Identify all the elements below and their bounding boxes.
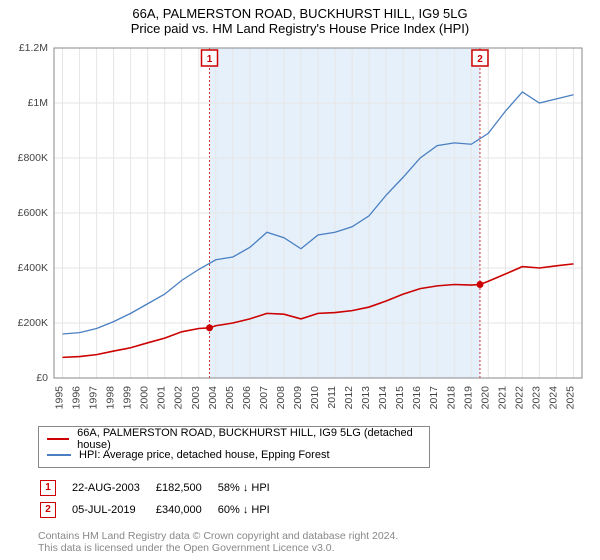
price-chart: £0 £200K £400K £600K £800K £1M £1.2M 1995 1996 19… [10,40,590,420]
svg-text:2010: 2010 [309,386,321,410]
svg-text:1995: 1995 [54,386,66,410]
attribution-line2: This data is licensed under the Open Gov… [38,542,600,554]
svg-text:2: 2 [477,54,483,65]
svg-text:2006: 2006 [241,386,253,410]
svg-text:2025: 2025 [564,386,576,410]
sale-row: 2 05-JUL-2019£340,00060% ↓ HPI [40,500,284,520]
attribution-line1: Contains HM Land Registry data © Crown c… [38,530,600,542]
legend-label: 66A, PALMERSTON ROAD, BUCKHURST HILL, IG… [77,427,421,451]
sales-table: 1 22-AUG-2003£182,50058% ↓ HPI 2 05-JUL-201… [38,476,286,522]
svg-text:£1.2M: £1.2M [19,42,48,54]
svg-text:2015: 2015 [394,386,406,410]
sale-row: 1 22-AUG-2003£182,50058% ↓ HPI [40,478,284,498]
svg-text:1996: 1996 [71,386,83,410]
sale-date: 22-AUG-2003 [72,478,154,498]
svg-text:2004: 2004 [207,386,219,410]
svg-text:1: 1 [207,54,213,65]
sale-diff: 60% ↓ HPI [218,500,284,520]
svg-text:1998: 1998 [105,386,117,410]
chart-title: 66A, PALMERSTON ROAD, BUCKHURST HILL, IG… [0,6,600,21]
svg-text:2008: 2008 [275,386,287,410]
legend-swatch [47,454,71,456]
svg-text:£200K: £200K [18,317,48,329]
legend: 66A, PALMERSTON ROAD, BUCKHURST HILL, IG… [38,426,430,468]
svg-text:2005: 2005 [224,386,236,410]
sale-price: £340,000 [156,500,216,520]
svg-text:1997: 1997 [88,386,100,410]
svg-text:£800K: £800K [18,152,48,164]
svg-text:2000: 2000 [139,386,151,410]
legend-swatch [47,438,69,440]
svg-text:2007: 2007 [258,386,270,410]
svg-text:2013: 2013 [360,386,372,410]
svg-text:2002: 2002 [173,386,185,410]
sale-diff: 58% ↓ HPI [218,478,284,498]
sale-marker: 2 [40,502,56,518]
svg-text:2003: 2003 [190,386,202,410]
svg-text:£1M: £1M [28,97,48,109]
svg-text:2020: 2020 [479,386,491,410]
svg-text:1999: 1999 [122,386,134,410]
svg-text:2012: 2012 [343,386,355,410]
sale-marker: 1 [40,480,56,496]
svg-text:2021: 2021 [496,386,508,410]
svg-text:2024: 2024 [547,386,559,410]
svg-text:2011: 2011 [326,386,338,409]
attribution: Contains HM Land Registry data © Crown c… [38,530,600,554]
svg-text:2023: 2023 [530,386,542,410]
svg-text:2017: 2017 [428,386,440,410]
svg-text:2014: 2014 [377,386,389,410]
svg-text:2016: 2016 [411,386,423,410]
svg-text:£600K: £600K [18,207,48,219]
svg-text:2019: 2019 [462,386,474,410]
svg-text:£400K: £400K [18,262,48,274]
svg-text:2018: 2018 [445,386,457,410]
legend-item: 66A, PALMERSTON ROAD, BUCKHURST HILL, IG… [47,431,421,447]
sale-date: 05-JUL-2019 [72,500,154,520]
sale-price: £182,500 [156,478,216,498]
chart-subtitle: Price paid vs. HM Land Registry's House … [0,21,600,36]
legend-label: HPI: Average price, detached house, Eppi… [79,449,330,461]
svg-text:2022: 2022 [513,386,525,410]
svg-text:2001: 2001 [156,386,168,410]
svg-text:2009: 2009 [292,386,304,410]
svg-text:£0: £0 [36,372,48,384]
